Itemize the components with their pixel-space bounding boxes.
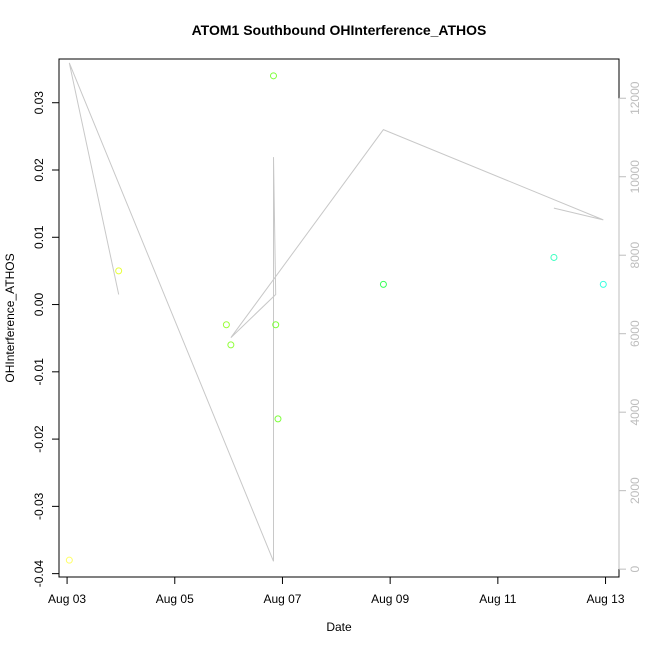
series-line [68,62,604,562]
y-tick-label: 0.02 [32,158,46,182]
y2-tick-label: 8000 [628,242,642,269]
y-tick-label: -0.01 [32,358,46,386]
data-point [379,280,387,288]
plot-frame [58,58,620,578]
line-series-layer [68,62,604,562]
y2-tick-label: 10000 [628,160,642,194]
y2-tick-label: 6000 [628,320,642,347]
data-point [599,280,607,288]
y-tick-label: 0.03 [32,91,46,115]
x-tick-label: Aug 05 [156,592,194,606]
data-point [65,556,73,564]
data-point [272,321,280,329]
data-point [115,267,123,275]
points-layer [65,72,607,564]
y2-tick-label: 4000 [628,399,642,426]
data-point [269,72,277,80]
x-tick-label: Aug 11 [479,592,516,606]
y2-tick-label: 0 [628,565,642,572]
y-tick-label: -0.03 [32,492,46,520]
y-axis-label: OHInterference_ATHOS [3,253,17,382]
axes: Aug 03 Aug 05 Aug 07 Aug 09 Aug 11 Aug 13 -0.0… [32,58,642,606]
x-axis-label: Date [326,620,352,634]
y-tick-label: 0.01 [32,225,46,249]
data-point [227,341,235,349]
y2-tick-label: 12000 [628,81,642,115]
x-tick-label: Aug 13 [587,592,625,606]
data-point [550,253,558,261]
data-point [222,321,230,329]
y-tick-label: -0.02 [32,425,46,453]
chart-title: ATOM1 Southbound OHInterference_ATHOS [192,22,487,38]
x-tick-label: Aug 09 [371,592,409,606]
y2-tick-label: 2000 [628,477,642,504]
x-tick-label: Aug 03 [48,592,86,606]
data-point [274,415,282,423]
y-tick-label: 0.00 [32,293,46,317]
y-tick-label: -0.04 [32,560,46,588]
x-tick-label: Aug 07 [263,592,301,606]
